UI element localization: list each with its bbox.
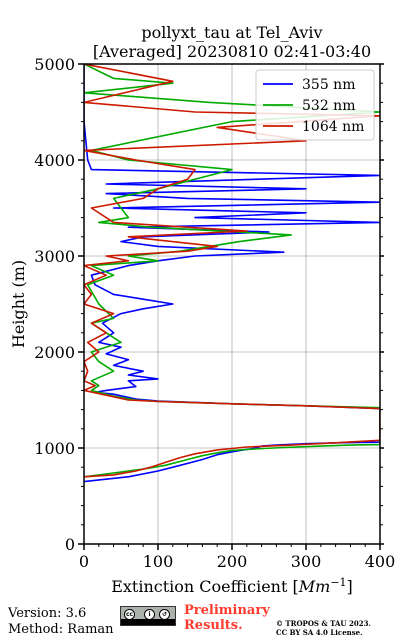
y-tick-label: 0: [65, 535, 75, 554]
y-tick-label: 5000: [34, 55, 75, 74]
preliminary-notice: Preliminary Results.: [184, 603, 270, 633]
preliminary-line1: Preliminary: [184, 603, 270, 618]
series-line-3: [84, 64, 380, 478]
footer-info: Version: 3.6 Method: Raman: [8, 606, 114, 638]
y-tick-label: 1000: [34, 439, 75, 458]
chart-svg: pollyxt_tau at Tel_Aviv [Averaged] 20230…: [9, 23, 395, 596]
x-tick-label: 100: [143, 552, 174, 571]
badge-bar: [121, 619, 175, 625]
y-tick-label: 4000: [34, 151, 75, 170]
y-axis-label: Height (m): [9, 260, 28, 348]
version-text: Version: 3.6: [8, 606, 87, 621]
y-tick-label: 3000: [34, 247, 75, 266]
legend: 355 nm 532 nm 1064 nm: [255, 69, 375, 141]
x-tick-label: 0: [79, 552, 89, 571]
copyright-line1: © TROPOS & TAU 2023.: [276, 619, 371, 628]
legend-label: 1064 nm: [302, 119, 364, 135]
x-tick-label: 400: [365, 552, 396, 571]
y-tick-label: 2000: [34, 343, 75, 362]
legend-label: 355 nm: [302, 77, 355, 93]
chart-title: pollyxt_tau at Tel_Aviv: [141, 23, 322, 42]
legend-box: [255, 69, 375, 141]
preliminary-line2: Results.: [184, 618, 243, 633]
cc-license-badge: cc i ↺: [120, 606, 176, 626]
x-tick-label: 300: [291, 552, 322, 571]
chart-subtitle: [Averaged] 20230810 02:41-03:40: [93, 42, 371, 61]
x-tick-label: 200: [217, 552, 248, 571]
copyright-line2: CC BY SA 4.0 License.: [276, 628, 363, 637]
legend-label: 532 nm: [302, 98, 355, 114]
method-text: Method: Raman: [8, 622, 114, 637]
x-axis-label: Extinction Coefficient [Mm−1]: [111, 576, 353, 596]
series-layer: [84, 64, 380, 483]
plot-frame: [83, 63, 381, 545]
copyright-notice: © TROPOS & TAU 2023. CC BY SA 4.0 Licens…: [276, 619, 371, 637]
